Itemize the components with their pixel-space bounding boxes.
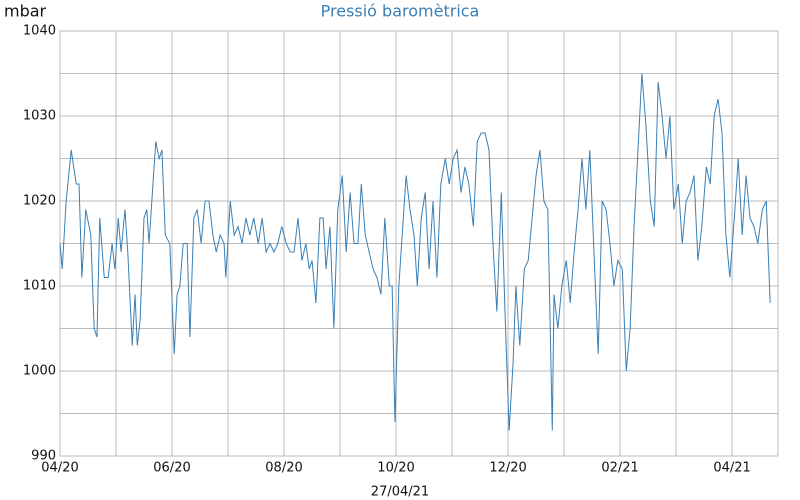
date-label: 27/04/21 xyxy=(371,485,429,500)
y-tick-label: 1010 xyxy=(23,279,56,294)
y-tick-label: 1040 xyxy=(23,24,56,39)
x-tick-label: 08/20 xyxy=(265,461,302,476)
y-tick-label: 1000 xyxy=(23,364,56,379)
y-tick-label: 1020 xyxy=(23,194,56,209)
y-axis-unit: mbar xyxy=(4,2,47,21)
y-tick-label: 990 xyxy=(31,449,56,464)
x-tick-label: 02/21 xyxy=(601,461,638,476)
y-tick-label: 1030 xyxy=(23,109,56,124)
chart-title: Pressió baromètrica xyxy=(321,2,480,21)
x-tick-label: 04/21 xyxy=(713,461,750,476)
x-tick-label: 12/20 xyxy=(489,461,526,476)
x-tick-label: 10/20 xyxy=(377,461,414,476)
x-tick-label: 04/20 xyxy=(41,461,78,476)
line-series xyxy=(59,73,771,431)
x-tick-label: 06/20 xyxy=(153,461,190,476)
